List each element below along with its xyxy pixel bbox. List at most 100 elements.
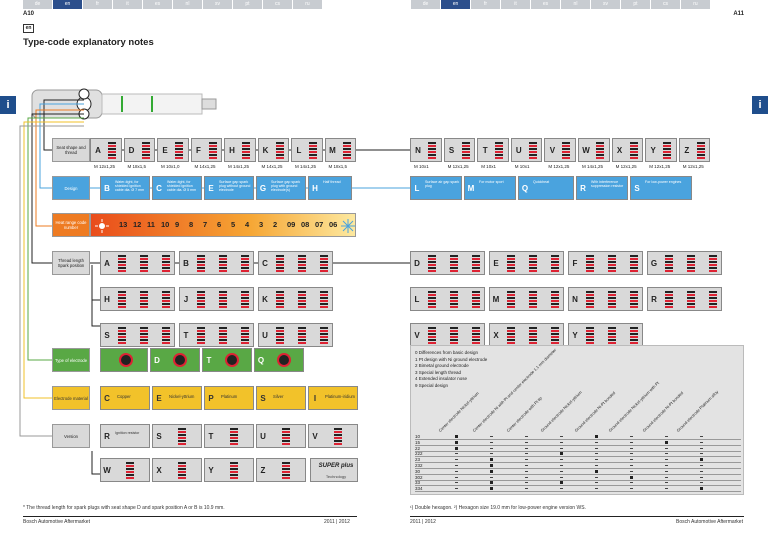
thread-cell-N[interactable]: N [568,287,643,311]
design-cell-S[interactable]: S For low-power engines [630,176,692,200]
design-cell-H[interactable]: H Half thread [308,176,352,200]
electrode-cell-T[interactable]: T [202,348,252,372]
lang-tab-nl[interactable]: nl [173,0,202,9]
seat-cell-X[interactable]: X [611,138,644,162]
seat-thread-size: M 10x1,0 [161,164,180,169]
seat-cell-H[interactable]: H [224,138,256,162]
lang-tab-de[interactable]: de [23,0,52,9]
lang-tab-ru[interactable]: ru [293,0,322,9]
version-cell-S[interactable]: S [152,424,202,448]
seat-thread-size: M 12x1,25 [649,164,671,169]
thread-cell-R[interactable]: R [647,287,722,311]
thread-cell-V[interactable]: V [410,323,485,347]
seat-cell-U[interactable]: U [510,138,543,162]
version-cell-T[interactable]: T [204,424,254,448]
seat-cell-M[interactable]: M [324,138,356,162]
material-cell-I[interactable]: I Platinum-iridium [308,386,358,410]
legend-dot [490,487,493,491]
electrode-cell-Q[interactable]: Q [254,348,304,372]
lang-tab-pt[interactable]: pt [621,0,650,9]
info-icon[interactable]: i [0,96,16,114]
seat-cell-D[interactable]: D [123,138,155,162]
spark-plug-icon [662,290,676,310]
seat-cell-V[interactable]: V [544,138,576,162]
material-cell-P[interactable]: P Platinum [204,386,254,410]
seat-cell-N[interactable]: N [410,138,442,162]
lang-tab-cs[interactable]: cs [651,0,680,9]
material-name: Copper [117,394,131,399]
lang-tab-nl[interactable]: nl [561,0,590,9]
version-cell-Y[interactable]: Y [204,458,254,482]
seat-cell-S[interactable]: S [443,138,476,162]
version-cell-W[interactable]: W [100,458,150,482]
thread-cell-D[interactable]: D [410,251,485,275]
lang-tab-fr[interactable]: fr [83,0,112,9]
material-cell-E[interactable]: E Nickel-yttrium [152,386,202,410]
lang-tab-en[interactable]: en [53,0,82,9]
version-cell-V[interactable]: V [308,424,358,448]
thread-cell-H[interactable]: H [100,287,175,311]
thread-cell-A[interactable]: A [100,251,175,275]
thread-cell-Y[interactable]: Y [568,323,643,347]
info-icon-right[interactable]: i [752,96,768,114]
lang-tab-es[interactable]: es [531,0,560,9]
thread-cell-F[interactable]: F [568,251,643,275]
version-cell-R[interactable]: R Ignition resistor [100,424,150,448]
design-letter: R [580,184,586,193]
thread-cell-S[interactable]: S [100,323,175,347]
lang-tab-it[interactable]: it [113,0,142,9]
seat-cell-Z[interactable]: Z [678,138,711,162]
seat-cell-W[interactable]: W [578,138,610,162]
seat-cell-Y[interactable]: Y [645,138,677,162]
electrode-cell-D[interactable]: D [150,348,200,372]
version-cell-U[interactable]: U [256,424,306,448]
design-cell-G[interactable]: G Surface gap spark plug with ground elec… [256,176,306,200]
design-description: Water-tight, for shielded ignition cable… [167,180,197,192]
lang-tab-cs[interactable]: cs [263,0,292,9]
version-cell-Z[interactable]: Z [256,458,306,482]
lang-tab-fr[interactable]: fr [471,0,500,9]
legend-dash [630,459,633,461]
seat-cell-T[interactable]: T [477,138,509,162]
design-cell-M[interactable]: M For motor sport [464,176,516,200]
design-cell-E[interactable]: E Surface gap spark plug without ground e… [204,176,254,200]
design-cell-R[interactable]: R With interference suppression resistor [576,176,628,200]
seat-cell-E[interactable]: E [157,138,189,162]
lang-tab-de[interactable]: de [411,0,440,9]
spark-plug-icon [273,290,287,310]
lang-tab-ru[interactable]: ru [681,0,710,9]
thread-cell-K[interactable]: K [258,287,333,311]
thread-cell-L[interactable]: L [410,287,485,311]
seat-thread-size: M 12x1,25 [615,164,637,169]
thread-cell-J[interactable]: J [179,287,254,311]
lang-tab-es[interactable]: es [143,0,172,9]
lang-tab-sv[interactable]: sv [203,0,232,9]
material-cell-S[interactable]: S Silver [256,386,306,410]
thread-cell-B[interactable]: B [179,251,254,275]
seat-thread-size: M 10x1 [481,164,496,169]
seat-cell-L[interactable]: L [291,138,323,162]
thread-cell-T[interactable]: T [179,323,254,347]
electrode-cell-basic[interactable] [100,348,148,372]
lang-tab-pt[interactable]: pt [233,0,262,9]
design-cell-Q[interactable]: Q Quickheat [518,176,574,200]
thread-cell-C[interactable]: C [258,251,333,275]
thread-cell-G[interactable]: G [647,251,722,275]
thread-cell-X[interactable]: X [489,323,564,347]
lang-tab-it[interactable]: it [501,0,530,9]
version-cell-X[interactable]: X [152,458,202,482]
design-cell-C[interactable]: C Water-tight, for shielded ignition cabl… [152,176,202,200]
thread-cell-M[interactable]: M [489,287,564,311]
lang-tab-sv[interactable]: sv [591,0,620,9]
seat-cell-K[interactable]: K [257,138,289,162]
design-cell-B[interactable]: B Water-tight, for shielded ignition cabl… [100,176,150,200]
lang-tab-en[interactable]: en [441,0,470,9]
seat-cell-F[interactable]: F [190,138,222,162]
design-cell-L[interactable]: L Surface air gap spark plug [410,176,462,200]
material-cell-C[interactable]: C Copper [100,386,150,410]
thread-cell-E[interactable]: E [489,251,564,275]
seat-thread-size: M 12x1,25 [447,164,469,169]
thread-cell-U[interactable]: U [258,323,333,347]
seat-cell-A[interactable]: A [90,138,122,162]
category-electrode-type: Type of electrode [52,348,90,372]
